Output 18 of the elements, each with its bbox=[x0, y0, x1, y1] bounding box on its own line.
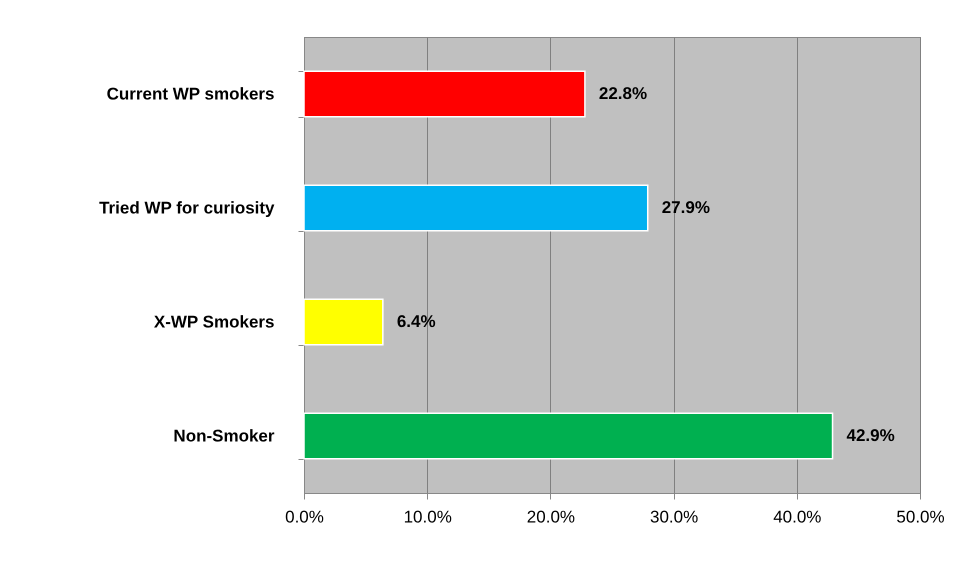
x-tick-label: 30.0% bbox=[650, 508, 698, 526]
data-label: 6.4% bbox=[396, 312, 436, 331]
y-tick-label: Non-Smoker bbox=[173, 426, 275, 446]
data-label: 42.9% bbox=[846, 426, 895, 445]
x-tick-label: 50.0% bbox=[896, 508, 945, 526]
y-tick-label: Tried WP for curiosity bbox=[99, 198, 276, 218]
x-tick-label: 10.0% bbox=[404, 508, 452, 526]
x-tick-label: 20.0% bbox=[526, 508, 575, 526]
y-tick-label: X-WP Smokers bbox=[154, 312, 274, 332]
bar bbox=[303, 70, 586, 118]
x-tick-label: 0.0% bbox=[285, 508, 324, 526]
bar bbox=[303, 412, 834, 460]
x-tick-label: 40.0% bbox=[773, 508, 822, 526]
y-tick-label: Current WP smokers bbox=[106, 84, 274, 104]
bar bbox=[303, 184, 648, 232]
bar bbox=[303, 298, 384, 346]
data-label: 27.9% bbox=[662, 198, 710, 217]
data-label: 22.8% bbox=[598, 84, 648, 103]
